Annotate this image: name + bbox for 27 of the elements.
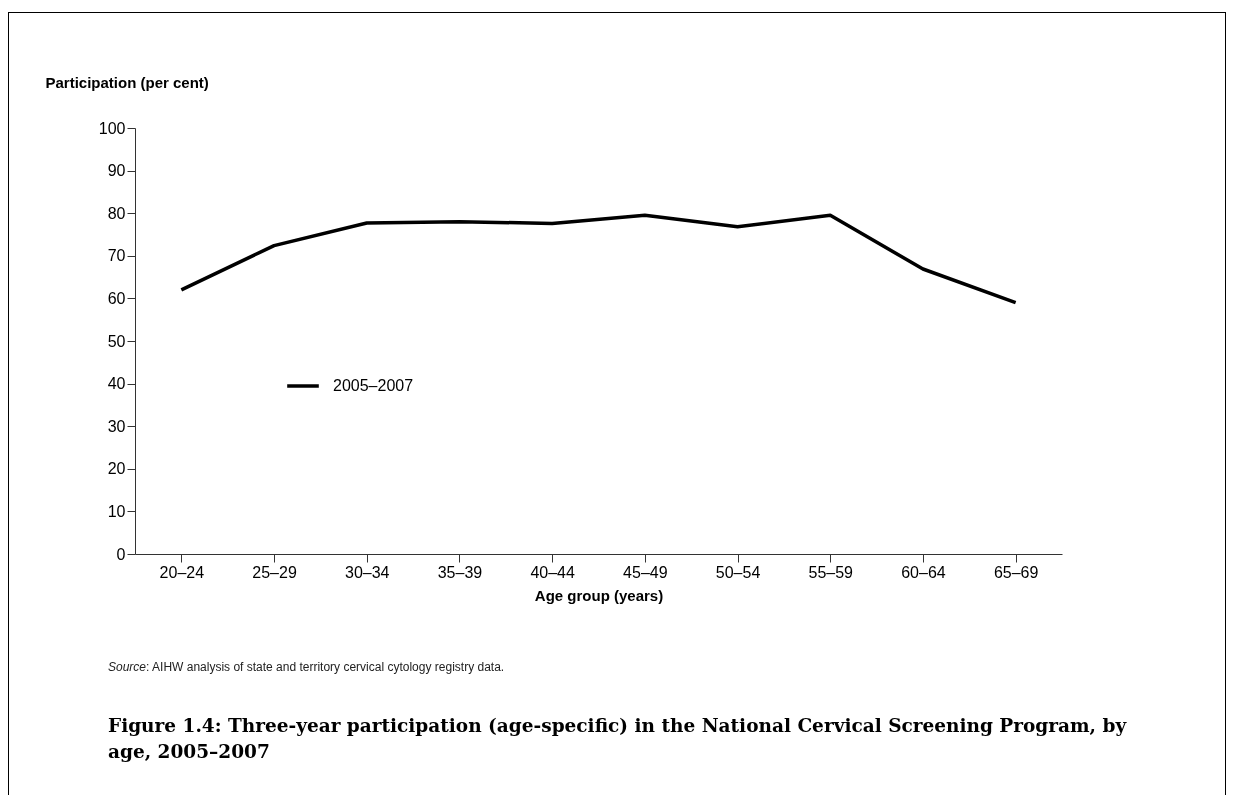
y-axis-title: Participation (per cent): [45, 73, 209, 91]
x-tick-label: 25–29: [252, 563, 297, 581]
y-tick-label: 10: [107, 502, 126, 520]
line-series: [179, 213, 1018, 305]
text: Figure 1.4: Three-year participation (age-specific) in the National Cervical Screening Program, by age, 2005–2007: [108, 714, 1128, 764]
y-tick-label: 100: [98, 119, 126, 137]
y-tick-label: 30: [107, 417, 126, 435]
y-tick-label: 50: [107, 332, 126, 350]
x-tick-label: 45–49: [623, 563, 668, 581]
x-tick-label: 65–69: [993, 563, 1039, 581]
x-tick-label: 35–39: [437, 563, 483, 581]
y-tick-label: 90: [107, 162, 126, 180]
legend-label: 2005–2007: [333, 377, 414, 394]
y-tick-label: 20: [107, 460, 126, 478]
y-tick-label: 40: [107, 375, 126, 393]
y-tick-label: 80: [107, 204, 126, 222]
y-tick-label: 60: [107, 289, 126, 307]
source-note: Source: AIHW analysis of state and territory cervical cytology registry data.: [108, 660, 505, 674]
x-axis-title: Age group (years): [534, 586, 664, 604]
x-tick-label: 20–24: [159, 563, 205, 581]
x-tick-label: 60–64: [901, 563, 946, 581]
x-tick-label: 40–44: [530, 563, 575, 581]
y-tick-label: 0: [116, 545, 126, 563]
x-tick-label: 50–54: [715, 563, 761, 581]
x-tick-label: 55–59: [808, 563, 854, 581]
y-tick-label: 70: [107, 247, 126, 265]
x-tick-label: 30–34: [345, 563, 390, 581]
